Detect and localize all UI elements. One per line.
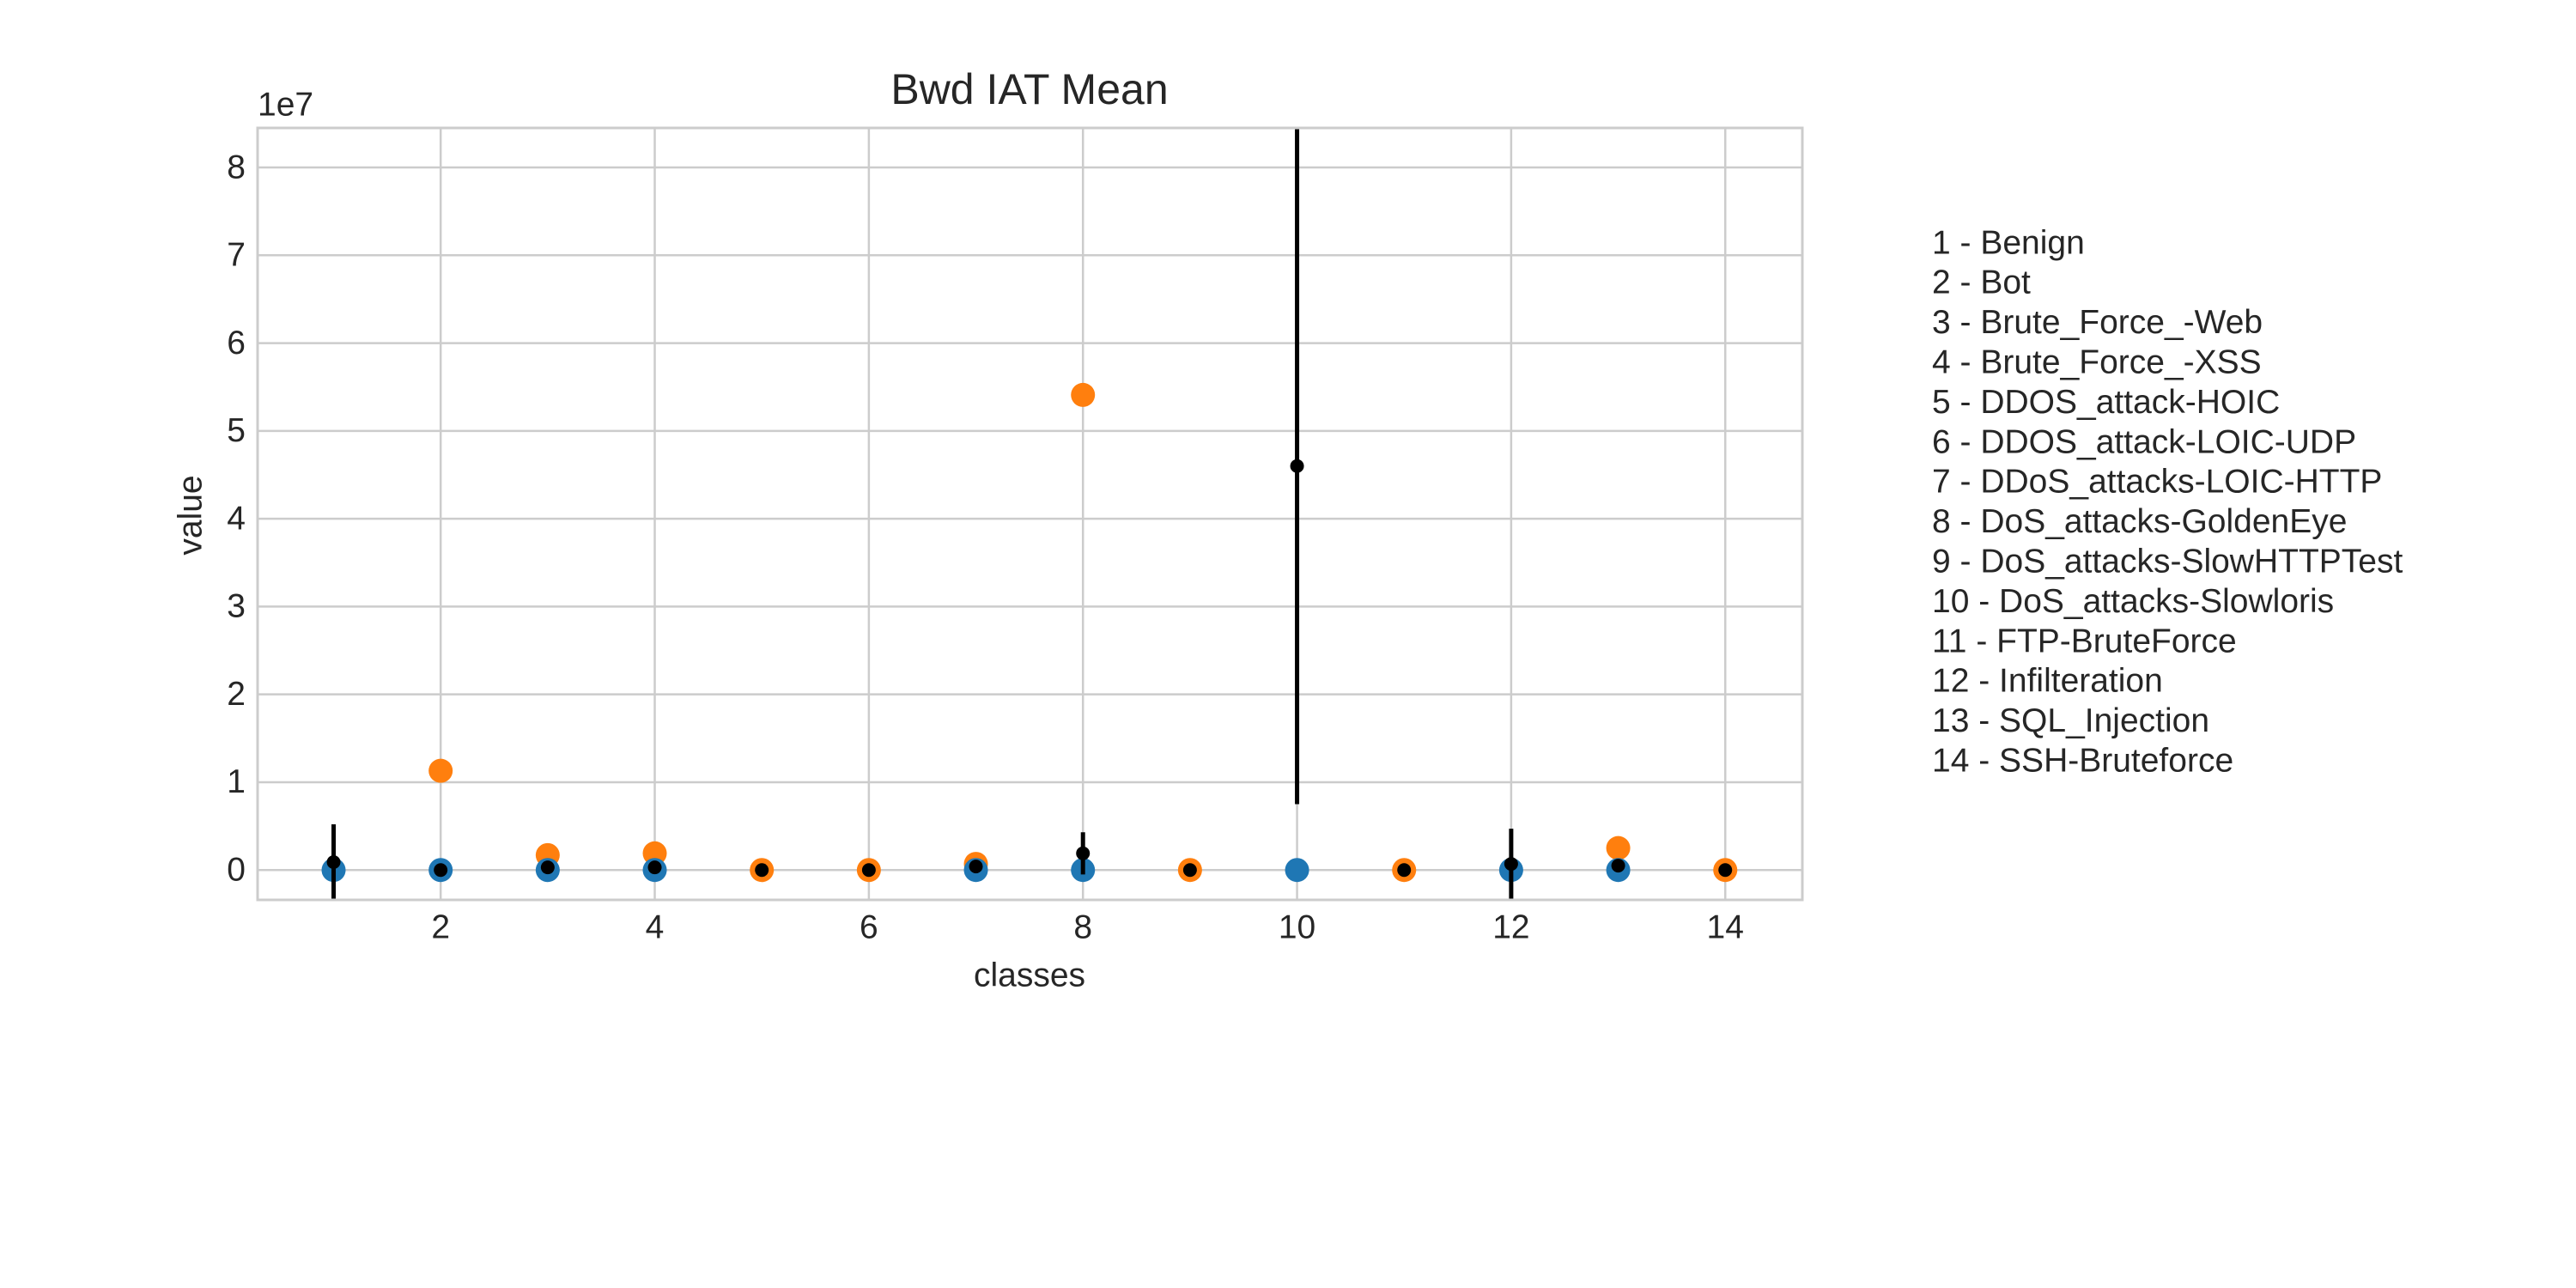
- point: [1182, 863, 1197, 878]
- y-tick-label: 5: [227, 412, 246, 449]
- point: [1076, 846, 1091, 860]
- plot-area: [321, 128, 1738, 900]
- legend-entry: 8 - DoS_attacks-GoldenEye: [1932, 503, 2347, 540]
- legend-entry: 13 - SQL_Injection: [1932, 702, 2209, 739]
- legend-entry: 10 - DoS_attacks-Slowloris: [1932, 583, 2334, 620]
- y-tick-label: 6: [227, 325, 246, 361]
- legend-entry: 1 - Benign: [1932, 224, 2085, 261]
- point: [1285, 858, 1309, 883]
- y-axis-label: value: [172, 475, 209, 555]
- legend-entry: 4 - Brute_Force_-XSS: [1932, 343, 2262, 380]
- point: [428, 758, 453, 783]
- point: [1071, 382, 1096, 407]
- y-tick-label: 8: [227, 149, 246, 185]
- chart-title: Bwd IAT Mean: [890, 65, 1168, 113]
- point: [1718, 863, 1733, 878]
- legend-entry: 14 - SSH-Bruteforce: [1932, 742, 2233, 779]
- point: [642, 841, 667, 866]
- y-tick-label: 4: [227, 500, 246, 537]
- point: [1606, 835, 1631, 860]
- point: [326, 855, 341, 870]
- x-tick-label: 10: [1279, 908, 1315, 945]
- y-tick-label: 3: [227, 588, 246, 625]
- x-tick-label: 12: [1492, 908, 1529, 945]
- point: [540, 860, 555, 875]
- y-tick-label: 0: [227, 852, 246, 889]
- legend-entry: 12 - Infilteration: [1932, 663, 2163, 700]
- x-axis-label: classes: [974, 957, 1085, 993]
- point: [647, 860, 662, 875]
- plot-frame: [256, 126, 1804, 902]
- legend-entry: 9 - DoS_attacks-SlowHTTPTest: [1932, 543, 2403, 580]
- y-tick-label: 7: [227, 237, 246, 274]
- point: [1290, 459, 1304, 473]
- y-tick-label: 1: [227, 763, 246, 800]
- point: [1504, 857, 1518, 872]
- x-tick-label: 4: [646, 908, 665, 945]
- x-tick-label: 2: [431, 908, 450, 945]
- grid: [258, 128, 1802, 900]
- legend-entry: 2 - Bot: [1932, 264, 2031, 301]
- point: [861, 863, 876, 878]
- y-offset-label: 1e7: [258, 86, 313, 123]
- x-tick-label: 14: [1707, 908, 1744, 945]
- x-tick-label: 8: [1073, 908, 1092, 945]
- point: [1611, 859, 1625, 873]
- legend-entry: 5 - DDOS_attack-HOIC: [1932, 384, 2280, 421]
- point: [1397, 863, 1412, 878]
- legend-entry: 11 - FTP-BruteForce: [1932, 623, 2237, 659]
- legend-entry: 6 - DDOS_attack-LOIC-UDP: [1932, 423, 2356, 460]
- point: [969, 860, 983, 874]
- point: [755, 863, 769, 878]
- x-tick-label: 6: [860, 908, 878, 945]
- point: [434, 863, 448, 878]
- y-tick-label: 2: [227, 676, 246, 713]
- legend-entry: 3 - Brute_Force_-Web: [1932, 304, 2263, 341]
- legend-entry: 7 - DDoS_attacks-LOIC-HTTP: [1932, 464, 2382, 501]
